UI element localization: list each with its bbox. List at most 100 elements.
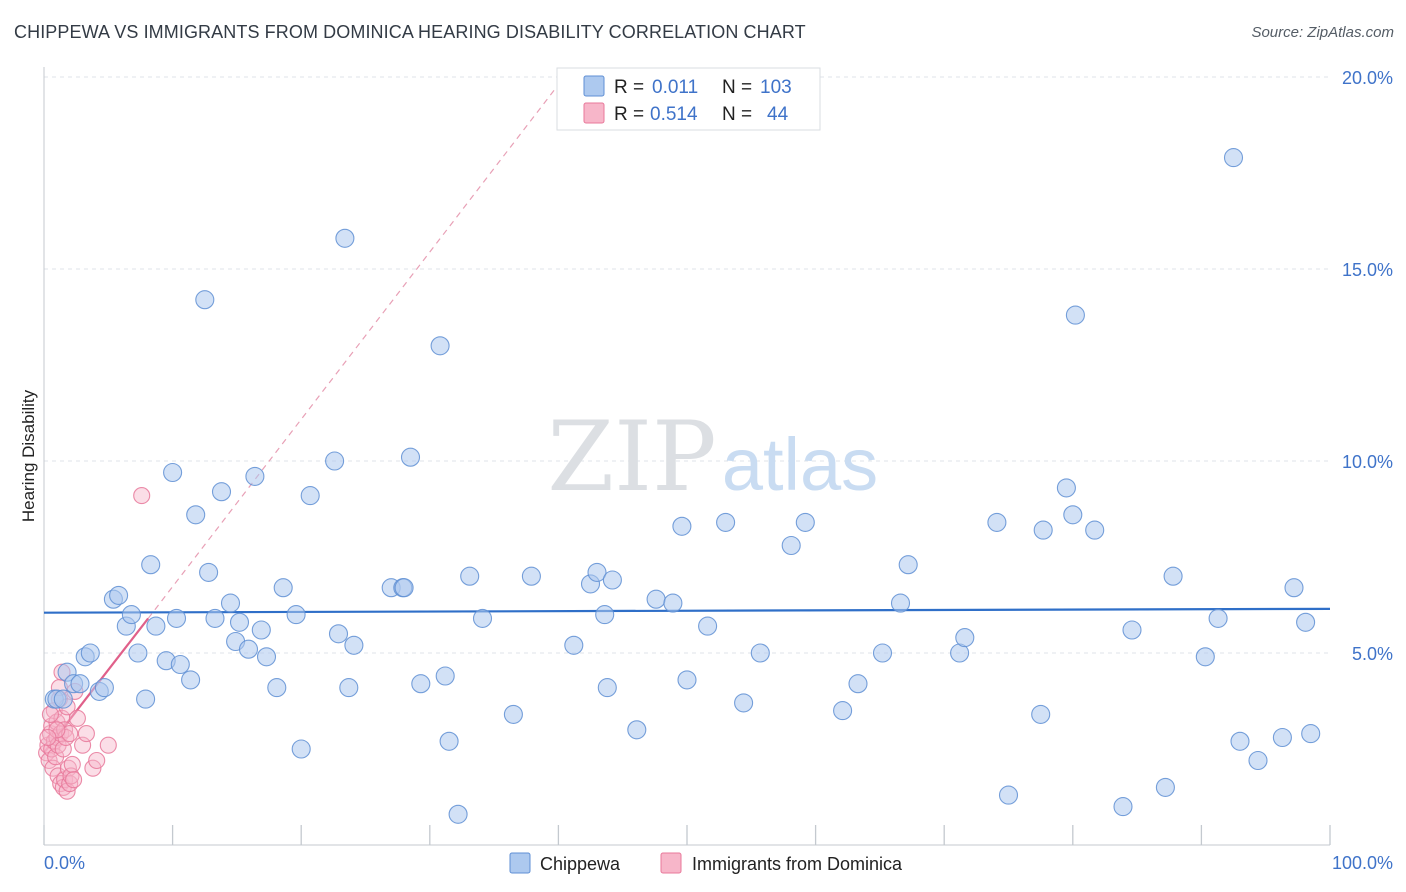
point-chippewa-26 [205, 608, 225, 628]
point-chippewa-79 [898, 555, 918, 575]
point-dominica-41 [41, 705, 59, 723]
point-chippewa-84 [1031, 704, 1051, 724]
point-chippewa-81 [955, 628, 975, 648]
point-chippewa-30 [229, 612, 250, 632]
y-tick-label-1: 10.0% [1342, 452, 1393, 472]
point-chippewa-11 [109, 585, 129, 605]
point-chippewa-64 [627, 720, 647, 740]
legend-n-label-1: N = [722, 77, 752, 98]
point-chippewa-70 [716, 512, 736, 532]
series-legend: Chippewa Immigrants from Dominica [509, 852, 903, 874]
point-chippewa-2 [53, 689, 73, 709]
point-chippewa-55 [472, 608, 493, 628]
watermark-zip: ZIP [547, 401, 716, 513]
point-chippewa-56 [503, 704, 523, 724]
point-chippewa-78 [890, 593, 911, 613]
trend-line-dominica-extension [147, 84, 559, 619]
point-dominica-40 [133, 487, 151, 505]
y-tick-label-0: 5.0% [1352, 644, 1393, 664]
point-chippewa-40 [325, 451, 345, 471]
point-chippewa-35 [267, 678, 287, 698]
point-chippewa-43 [339, 678, 359, 698]
point-chippewa-91 [1122, 620, 1142, 640]
point-chippewa-41 [328, 624, 349, 644]
point-chippewa-14 [128, 643, 148, 663]
x-tick-label-1: 100.0% [1332, 853, 1393, 873]
series-legend-swatch-chippewa [509, 852, 531, 874]
point-chippewa-73 [781, 535, 801, 556]
point-chippewa-22 [181, 670, 201, 690]
series-legend-label-dominica: Immigrants from Dominica [692, 854, 903, 874]
point-chippewa-96 [1223, 148, 1244, 168]
watermark-atlas: atlas [722, 423, 878, 506]
point-chippewa-57 [521, 566, 541, 586]
point-chippewa-53 [448, 804, 468, 824]
point-chippewa-36 [273, 578, 293, 598]
axes [43, 67, 1331, 846]
point-chippewa-99 [1272, 727, 1292, 748]
point-chippewa-17 [146, 616, 166, 636]
point-chippewa-24 [195, 290, 215, 310]
grid-lines [44, 76, 1330, 654]
point-chippewa-27 [211, 482, 232, 502]
y-tick-labels: 5.0% 10.0% 15.0% 20.0% [1342, 68, 1393, 664]
point-chippewa-87 [1063, 505, 1083, 525]
y-tick-label-2: 15.0% [1342, 260, 1393, 280]
point-chippewa-44 [344, 635, 364, 655]
point-chippewa-76 [848, 674, 868, 694]
point-chippewa-34 [256, 647, 277, 667]
stats-legend: R = 0.011 N = 103 R = 0.514 N = 44 [556, 67, 821, 131]
legend-r-label-2: R = [614, 104, 644, 125]
legend-r-label-1: R = [614, 77, 644, 98]
point-chippewa-37 [286, 605, 306, 625]
chart-title: CHIPPEWA VS IMMIGRANTS FROM DOMINICA HEA… [14, 22, 806, 42]
point-chippewa-82 [987, 512, 1007, 532]
point-chippewa-102 [1301, 724, 1321, 744]
point-chippewa-67 [672, 516, 692, 536]
point-chippewa-19 [163, 462, 183, 483]
legend-r-value-1: 0.011 [652, 77, 698, 98]
y-tick-label-3: 20.0% [1342, 68, 1393, 88]
source-credit: Source: ZipAtlas.com [1251, 24, 1394, 41]
point-dominica-43 [39, 728, 57, 747]
point-chippewa-42 [335, 228, 355, 248]
point-chippewa-13 [121, 605, 141, 625]
point-chippewa-92 [1155, 777, 1175, 797]
point-chippewa-23 [186, 505, 206, 525]
point-chippewa-71 [734, 693, 754, 713]
point-dominica-28 [61, 725, 79, 743]
point-chippewa-100 [1284, 578, 1304, 598]
point-chippewa-52 [439, 731, 459, 751]
point-dominica-37 [84, 759, 102, 777]
point-chippewa-50 [430, 336, 450, 356]
point-chippewa-72 [750, 643, 770, 663]
trend-line-chippewa [43, 607, 1331, 614]
point-chippewa-86 [1056, 478, 1076, 498]
x-tick-label-0: 0.0% [44, 853, 85, 873]
point-chippewa-5 [70, 674, 90, 694]
point-chippewa-58 [564, 635, 584, 655]
point-dominica-31 [63, 755, 81, 773]
point-chippewa-97 [1230, 731, 1250, 751]
point-dominica-34 [68, 709, 86, 727]
point-chippewa-49 [411, 674, 431, 694]
series-legend-label-chippewa: Chippewa [540, 854, 621, 874]
point-dominica-39 [99, 736, 117, 754]
point-chippewa-32 [245, 466, 265, 486]
point-dominica-32 [65, 771, 83, 789]
point-chippewa-66 [663, 593, 683, 613]
point-chippewa-85 [1033, 520, 1053, 540]
point-chippewa-63 [602, 570, 622, 590]
point-chippewa-51 [435, 666, 455, 686]
point-chippewa-61 [595, 605, 615, 625]
point-chippewa-89 [1085, 520, 1105, 540]
point-chippewa-75 [833, 701, 853, 721]
point-chippewa-7 [80, 643, 100, 663]
point-chippewa-38 [291, 739, 311, 759]
point-chippewa-39 [300, 486, 320, 506]
legend-n-value-1: 103 [760, 77, 792, 98]
point-chippewa-94 [1195, 647, 1215, 667]
point-chippewa-69 [698, 616, 718, 636]
point-dominica-36 [77, 725, 95, 743]
